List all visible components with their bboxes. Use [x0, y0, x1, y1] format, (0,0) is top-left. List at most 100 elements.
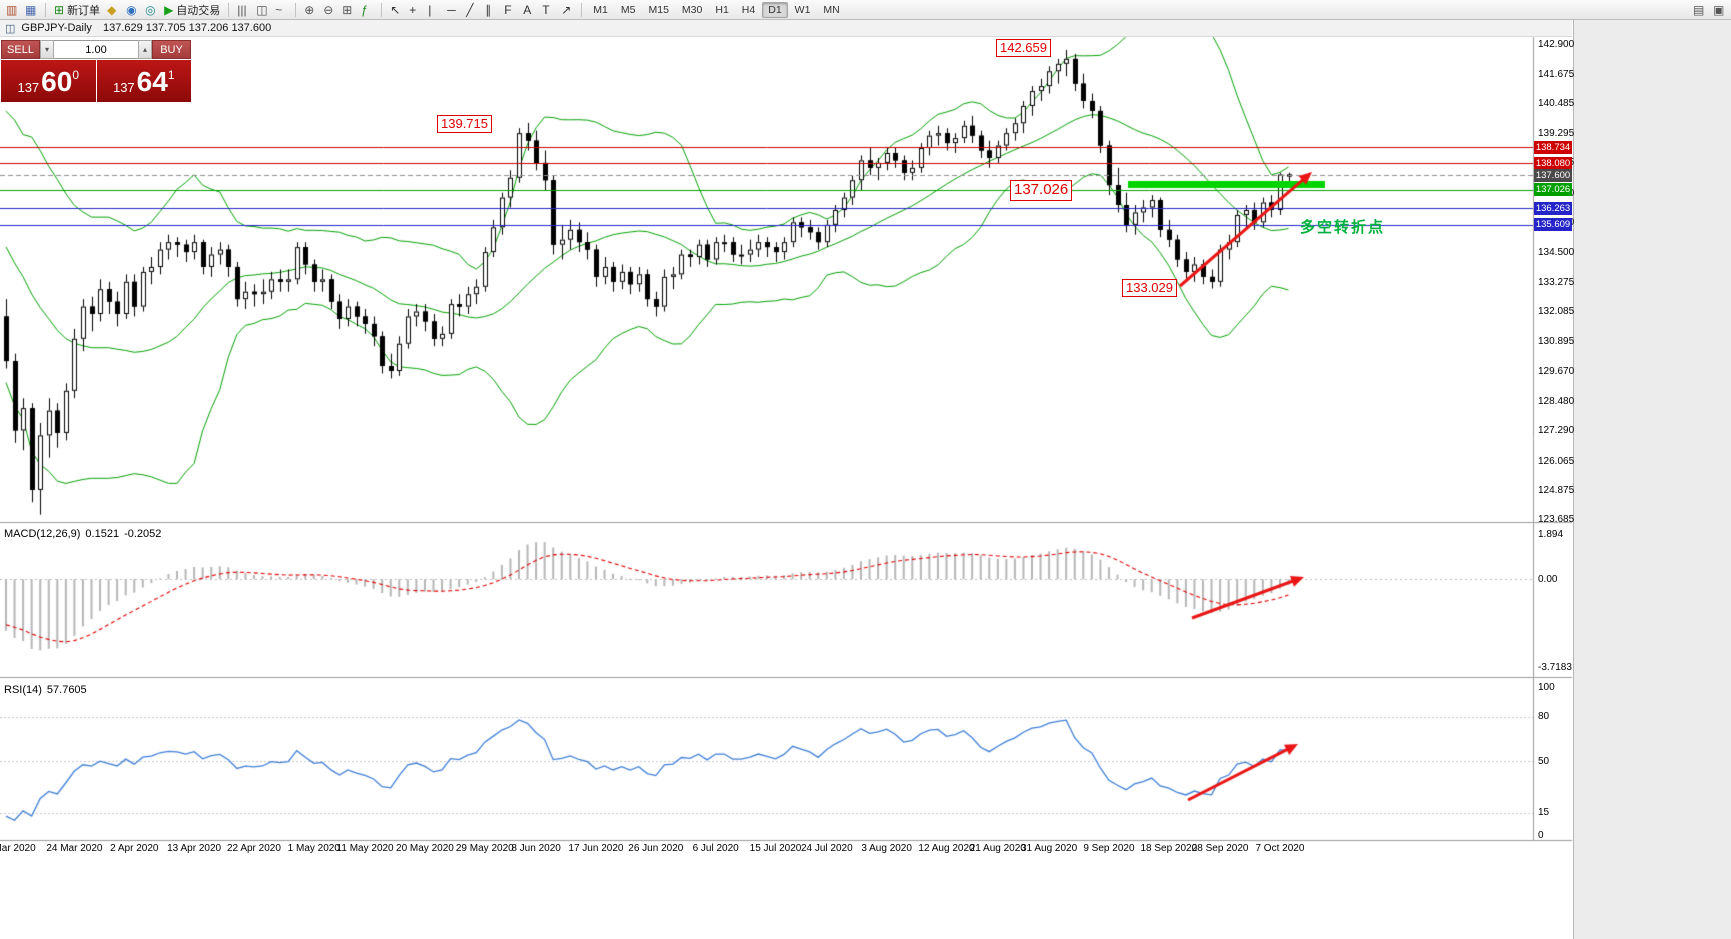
- timeframe-mn-button[interactable]: MN: [817, 2, 845, 18]
- rsi-value: 57.7605: [46, 684, 87, 696]
- price-axis-tick: 123.685: [1538, 514, 1575, 526]
- line-chart-type-button[interactable]: ~: [272, 1, 290, 18]
- date-axis-label: 6 Jul 2020: [692, 843, 739, 854]
- mailbox-icon: ◎: [145, 2, 156, 17]
- sell-price-figure: 137: [17, 80, 40, 95]
- docking-icon: ▣: [1713, 2, 1725, 17]
- buy-price-figure: 137: [112, 80, 135, 95]
- date-axis-label: 26 Jun 2020: [628, 843, 684, 854]
- buy-button[interactable]: BUY: [152, 40, 191, 59]
- rsi-indicator-label: RSI(14) 57.7605: [4, 684, 92, 696]
- fibonacci-tool-button[interactable]: F: [501, 1, 519, 18]
- label-tool-button[interactable]: T: [539, 1, 557, 18]
- volume-decrease-button[interactable]: ▾: [40, 40, 54, 59]
- chart-list-button[interactable]: ▤: [1690, 1, 1708, 18]
- timeframe-w1-button[interactable]: W1: [789, 2, 817, 18]
- candlestick-chart-icon: ◫: [5, 22, 16, 35]
- chart-header: ◫ GBPJPY-Daily 137.629 137.705 137.206 1…: [0, 20, 1572, 37]
- rsi-axis-tick: 50: [1538, 755, 1550, 767]
- price-axis-tick: 126.065: [1538, 455, 1575, 467]
- zoom-in-icon: ⊕: [304, 2, 315, 17]
- rsi-axis-tick: 15: [1538, 807, 1550, 819]
- date-axis-label: 2 Apr 2020: [110, 843, 159, 854]
- date-axis-label: 21 Aug 2020: [969, 843, 1026, 854]
- tile-windows-button[interactable]: ⊞: [339, 1, 357, 18]
- zoom-in-button[interactable]: ⊕: [301, 1, 319, 18]
- volume-increase-button[interactable]: ▴: [138, 40, 152, 59]
- sell-button[interactable]: SELL: [1, 40, 40, 59]
- price-annotation: 137.026: [1010, 180, 1073, 201]
- crosshair-tool-button[interactable]: +: [406, 1, 424, 18]
- cursor-tool-button[interactable]: ↖: [387, 1, 405, 18]
- price-annotation: 133.029: [1122, 279, 1177, 298]
- date-axis-label: 31 Aug 2020: [1021, 843, 1078, 854]
- main-toolbar: ▥ ▦ ⊞ 新订单 ◆ ◉ ◎ ▶ 自动交易 ||| ◫ ~ ⊕ ⊖ ⊞ ƒ ↖ + | ─ ╱ ∥ F A T ↗ M1 M5 M15…: [0, 0, 1731, 20]
- metaeditor-button[interactable]: ◆: [104, 1, 122, 18]
- metaeditor-icon: ◆: [107, 2, 117, 17]
- chart-title: GBPJPY-Daily 137.629 137.705 137.206 137…: [21, 22, 279, 34]
- vertical-line-tool-icon: |: [428, 2, 432, 17]
- indicators-button[interactable]: ƒ: [358, 1, 376, 18]
- timeframe-m5-button[interactable]: M5: [615, 2, 642, 18]
- toolbar-right-group: ▤ ▣: [1690, 1, 1728, 18]
- price-axis-tick: 139.295: [1538, 127, 1575, 139]
- price-annotation: 142.659: [996, 39, 1051, 58]
- macd-indicator-label: MACD(12,26,9) 0.1521 -0.2052: [4, 528, 166, 540]
- chart-profiles-button[interactable]: ▦: [22, 1, 40, 18]
- workspace-empty-area: [1573, 20, 1731, 939]
- arrows-tool-button[interactable]: ↗: [558, 1, 576, 18]
- new-chart-icon: ▥: [6, 2, 18, 17]
- date-axis-label: 18 Sep 2020: [1140, 843, 1198, 854]
- price-axis-tick: 133.275: [1538, 276, 1575, 288]
- timeframe-h1-button[interactable]: H1: [709, 2, 734, 18]
- horizontal-line-tool-icon: ─: [447, 2, 456, 17]
- price-axis-tick: 129.670: [1538, 366, 1575, 378]
- new-order-icon: ⊞: [54, 2, 65, 17]
- cursor-tool-icon: ↖: [390, 2, 401, 17]
- volume-input[interactable]: [54, 40, 138, 59]
- timeframe-m1-button[interactable]: M1: [587, 2, 614, 18]
- date-axis-label: 3 Aug 2020: [861, 843, 912, 854]
- toolbar-separator: [295, 2, 297, 17]
- alerts-button[interactable]: ◉: [123, 1, 141, 18]
- chart-symbol-period: GBPJPY-Daily: [21, 22, 92, 34]
- line-chart-type-icon: ~: [275, 2, 283, 17]
- macd-axis-tick: -3.7183: [1538, 662, 1572, 674]
- docking-button[interactable]: ▣: [1710, 1, 1728, 18]
- timeframe-m30-button[interactable]: M30: [676, 2, 708, 18]
- timeframe-h4-button[interactable]: H4: [736, 2, 761, 18]
- date-axis-label: 17 Jun 2020: [568, 843, 624, 854]
- zoom-out-button[interactable]: ⊖: [320, 1, 338, 18]
- new-order-button[interactable]: ⊞ 新订单: [51, 1, 103, 18]
- rsi-name: RSI(14): [4, 684, 42, 696]
- macd-value: 0.1521: [85, 528, 120, 540]
- price-annotation: 139.715: [437, 115, 492, 134]
- mailbox-button[interactable]: ◎: [142, 1, 160, 18]
- tile-windows-icon: ⊞: [342, 2, 353, 17]
- crosshair-tool-icon: +: [409, 2, 417, 17]
- buy-price-display[interactable]: 137 64 1: [96, 60, 191, 102]
- autotrading-button[interactable]: ▶ 自动交易: [161, 1, 223, 18]
- bar-chart-type-button[interactable]: |||: [234, 1, 252, 18]
- autotrading-button-label: 自动交易: [176, 4, 221, 17]
- new-chart-button[interactable]: ▥: [3, 1, 21, 18]
- sell-price-display[interactable]: 137 60 0: [1, 60, 96, 102]
- timeframe-d1-button[interactable]: D1: [762, 1, 788, 18]
- price-line-label: 137.600: [1534, 168, 1572, 182]
- rsi-axis-tick: 100: [1538, 681, 1555, 693]
- vertical-line-tool-button[interactable]: |: [425, 1, 443, 18]
- timeframe-m15-button[interactable]: M15: [642, 2, 674, 18]
- text-tool-button[interactable]: A: [520, 1, 538, 18]
- date-axis-label: 9 Sep 2020: [1083, 843, 1135, 854]
- price-axis-tick: 141.675: [1538, 68, 1575, 80]
- date-axis-label: 24 Jul 2020: [800, 843, 853, 854]
- macd-signal-value: -0.2052: [124, 528, 162, 540]
- channel-tool-button[interactable]: ∥: [482, 1, 500, 18]
- toolbar-separator: [228, 2, 230, 17]
- price-axis-tick: 142.900: [1538, 38, 1575, 50]
- trendline-tool-button[interactable]: ╱: [463, 1, 481, 18]
- horizontal-line-tool-button[interactable]: ─: [444, 1, 462, 18]
- candlestick-type-button[interactable]: ◫: [253, 1, 271, 18]
